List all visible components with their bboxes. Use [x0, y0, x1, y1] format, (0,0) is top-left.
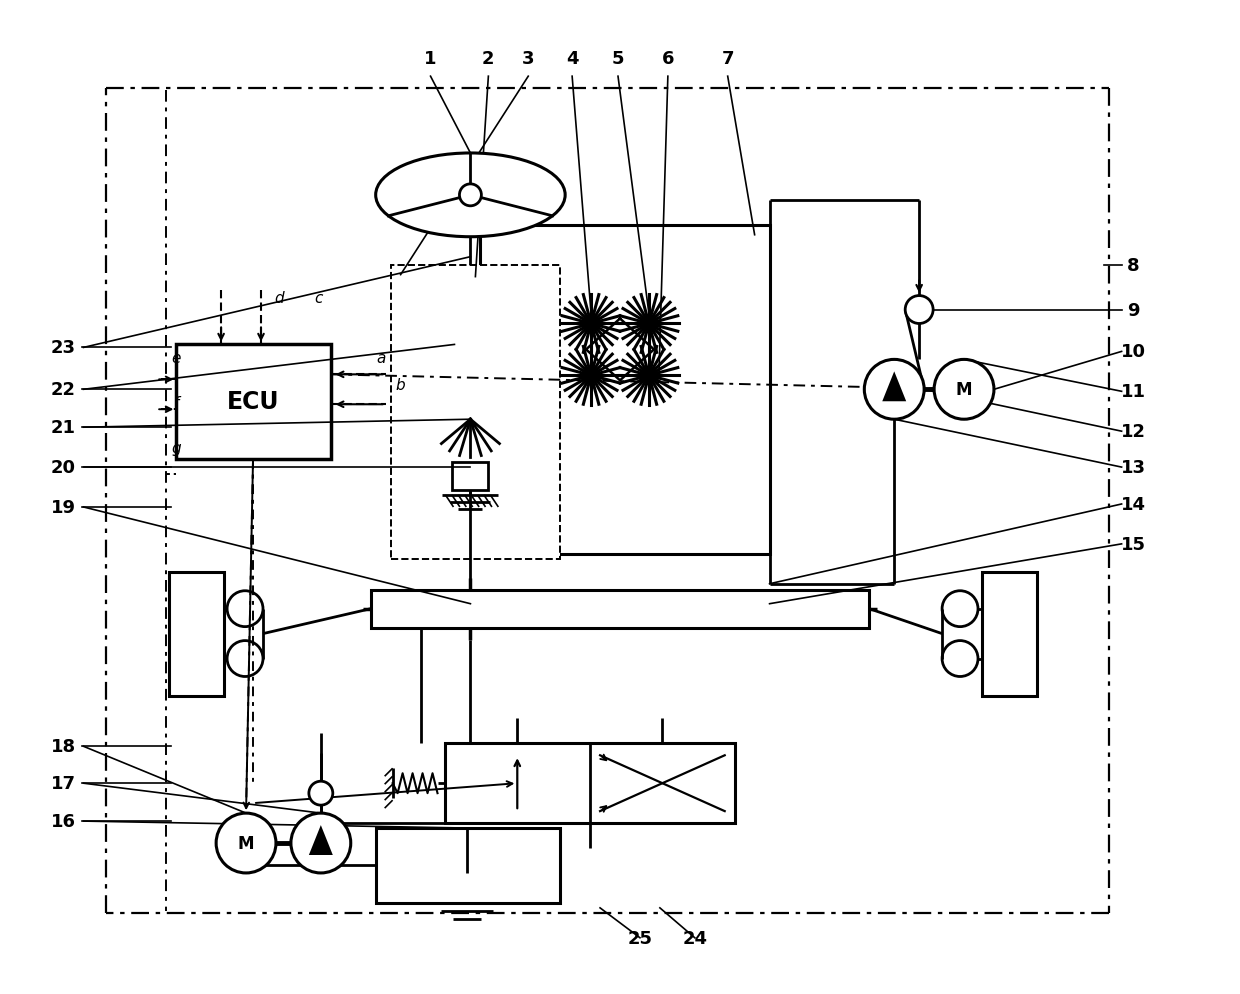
Bar: [450, 340, 490, 372]
Circle shape: [291, 813, 351, 873]
Text: M: M: [956, 381, 972, 399]
Text: 1: 1: [424, 50, 436, 69]
Bar: [176, 345, 331, 459]
Circle shape: [942, 591, 978, 627]
Circle shape: [227, 591, 263, 627]
Text: g: g: [171, 440, 181, 455]
Circle shape: [934, 360, 994, 419]
Text: 10: 10: [1121, 343, 1146, 361]
Text: 7: 7: [722, 50, 734, 69]
Circle shape: [227, 641, 263, 677]
Circle shape: [460, 185, 481, 207]
Text: 25: 25: [627, 928, 652, 947]
Circle shape: [905, 296, 934, 324]
Ellipse shape: [376, 154, 565, 238]
Bar: [480, 226, 770, 555]
Circle shape: [942, 641, 978, 677]
Bar: [455, 272, 486, 312]
Text: a: a: [376, 351, 386, 366]
Text: 13: 13: [1121, 458, 1146, 476]
Polygon shape: [883, 372, 906, 402]
Text: e: e: [171, 351, 181, 366]
Bar: [170, 573, 224, 697]
Text: d: d: [274, 291, 284, 306]
Bar: [445, 744, 734, 823]
Text: 16: 16: [51, 812, 76, 830]
Text: 20: 20: [51, 458, 76, 476]
Circle shape: [309, 781, 332, 805]
Bar: [371, 590, 869, 628]
Text: 18: 18: [51, 738, 76, 755]
Text: 19: 19: [51, 498, 76, 517]
Text: 21: 21: [51, 418, 76, 436]
Text: 9: 9: [1127, 301, 1140, 319]
Text: 12: 12: [1121, 422, 1146, 440]
Text: M: M: [238, 834, 254, 852]
Text: 22: 22: [51, 381, 76, 399]
Text: f: f: [174, 396, 179, 411]
Circle shape: [216, 813, 277, 873]
Polygon shape: [309, 825, 332, 855]
Text: 14: 14: [1121, 495, 1146, 514]
Text: 11: 11: [1121, 383, 1146, 401]
Bar: [453, 462, 489, 490]
Text: 17: 17: [51, 774, 76, 792]
Bar: [982, 573, 1037, 697]
Bar: [376, 828, 560, 903]
Text: 5: 5: [611, 50, 624, 69]
Text: 23: 23: [51, 339, 76, 357]
Circle shape: [864, 360, 924, 419]
Text: 15: 15: [1121, 536, 1146, 554]
Text: b: b: [396, 378, 405, 393]
Text: ECU: ECU: [227, 390, 279, 414]
Text: 6: 6: [662, 50, 675, 69]
Text: 24: 24: [682, 928, 707, 947]
Text: 8: 8: [1127, 256, 1140, 274]
Text: c: c: [315, 291, 324, 306]
Bar: [391, 265, 560, 560]
Text: 4: 4: [565, 50, 578, 69]
Text: 3: 3: [522, 50, 534, 69]
Text: 2: 2: [482, 50, 495, 69]
